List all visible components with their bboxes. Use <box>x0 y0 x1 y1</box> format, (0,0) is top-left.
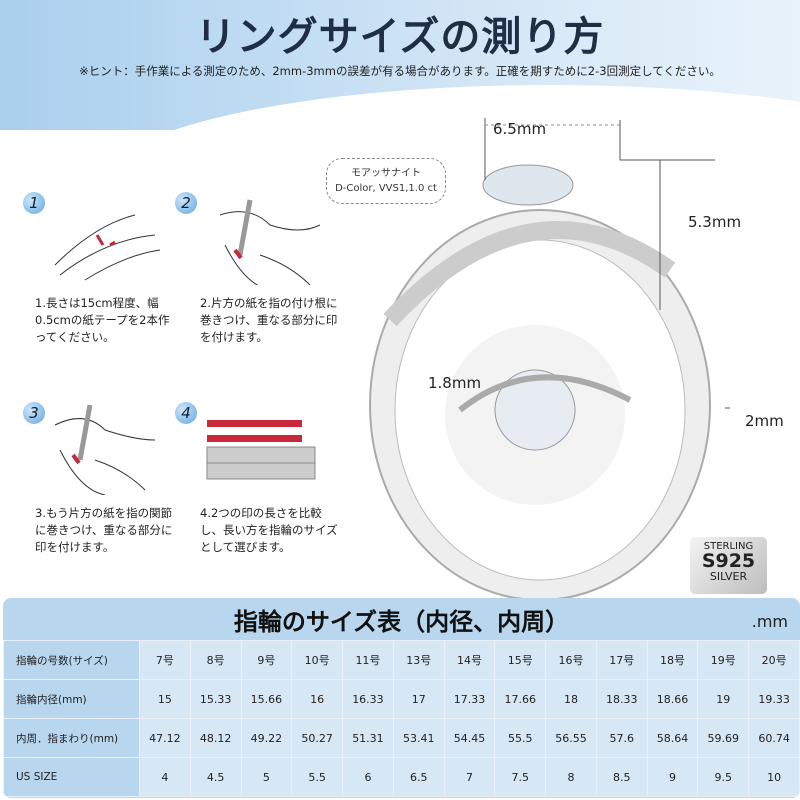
step-text: 3.もう片方の紙を指の関節に巻きつけ、重なる部分に印を付けます。 <box>35 506 173 554</box>
table-cell: 18号 <box>646 640 699 680</box>
table-cell: 14号 <box>443 640 496 680</box>
row-label: 内周．指まわり(mm) <box>3 718 140 758</box>
ruler-and-tapes-icon <box>206 420 316 480</box>
table-cell: 9 <box>646 757 699 797</box>
table-cell: 59.69 <box>697 718 750 758</box>
band-width-label: 2mm <box>745 412 784 430</box>
table-cell: 56.55 <box>545 718 597 758</box>
table-cell: 15号 <box>494 640 547 680</box>
table-cell: 15.66 <box>240 679 293 719</box>
hand-icon <box>219 199 321 285</box>
step-text: 4.2つの印の長さを比較し、長い方を指輪のサイズとして選びます。 <box>200 506 338 554</box>
stone-info-box: モアッサナイト D-Color, VVS1,1.0 ct <box>326 158 446 204</box>
table-row: 指輪内径(mm) 15 15.33 15.66 16 16.33 17 17.33 17.66 1… <box>3 679 800 719</box>
step-text: 1.長さは15cm程度、幅0.5cmの紙テープを2本作ってください。 <box>35 296 170 344</box>
size-chart-title: 指輪のサイズ表（内径、内周） <box>233 608 570 636</box>
step-text: 2.片方の紙を指の付け根に巻きつけ、重なる部分に印を付けます。 <box>200 296 338 344</box>
table-cell: 6.5 <box>392 757 445 797</box>
table-cell: 17 <box>392 679 445 719</box>
row-label: 指輪内径(mm) <box>3 679 140 719</box>
badge-line1: STERLING <box>703 541 754 552</box>
table-cell: 50.27 <box>291 718 344 758</box>
table-cell: 19 <box>697 679 750 719</box>
table-cell: 53.41 <box>392 718 445 758</box>
table-cell: 20号 <box>748 640 800 680</box>
table-cell: 17.66 <box>494 679 547 719</box>
table-row: 内周．指まわり(mm) 47.12 48.12 49.22 50.27 51.31 53.4… <box>3 718 800 758</box>
table-row: US SIZE 4 4.5 5 5.5 6 6.5 7 7.5 8 8.5 9 9.5 10 <box>3 757 800 797</box>
table-cell: 17号 <box>595 640 648 680</box>
table-cell: 48.12 <box>189 718 242 758</box>
table-cell: 18 <box>545 679 597 719</box>
ring-image <box>369 118 730 600</box>
table-cell: 5 <box>240 757 293 797</box>
table-cell: 47.12 <box>139 718 191 758</box>
table-cell: 13号 <box>392 640 445 680</box>
table-cell: 11号 <box>342 640 394 680</box>
s925-badge: STERLING S925 SILVER <box>690 537 767 594</box>
hand-icon <box>54 214 161 281</box>
step-number: 2 <box>175 192 197 214</box>
table-cell: 51.31 <box>342 718 394 758</box>
table-cell: 15.33 <box>189 679 242 719</box>
table-cell: 7号 <box>139 640 191 680</box>
table-cell: 57.6 <box>595 718 648 758</box>
table-cell: 15 <box>139 679 191 719</box>
stone-spec: D-Color, VVS1,1.0 ct <box>335 183 437 194</box>
table-cell: 19.33 <box>748 679 800 719</box>
hand-icon <box>54 405 156 495</box>
badge-line2: S925 <box>701 550 756 572</box>
table-cell: 9.5 <box>697 757 750 797</box>
page-title: リングサイズの測り方 <box>195 14 605 60</box>
table-cell: 60.74 <box>748 718 800 758</box>
table-cell: 10号 <box>291 640 344 680</box>
badge-line3: SILVER <box>709 570 748 583</box>
hint-text: ※ヒント：手作業による測定のため、2mm-3mmの誤差が有る場合があります。正確… <box>79 64 721 78</box>
table-cell: 7.5 <box>494 757 547 797</box>
table-row: 指輪の号数(サイズ) 7号 8号 9号 10号 11号 13号 14号 15号 16号 17号 18号… <box>3 640 800 680</box>
table-cell: 8 <box>545 757 597 797</box>
table-cell: 4.5 <box>189 757 242 797</box>
table-cell: 49.22 <box>240 718 293 758</box>
table-cell: 10 <box>748 757 800 797</box>
size-chart: 指輪のサイズ表（内径、内周） .mm 指輪の号数(サイズ) 7号 8号 9号 10号 11… <box>3 598 800 798</box>
table-cell: 16号 <box>545 640 597 680</box>
side-width-label: 1.8mm <box>428 374 482 392</box>
table-cell: 5.5 <box>291 757 344 797</box>
table-cell: 7 <box>443 757 496 797</box>
table-cell: 6 <box>342 757 394 797</box>
step-number: 1 <box>23 192 45 214</box>
table-cell: 4 <box>139 757 191 797</box>
table-cell: 58.64 <box>646 718 699 758</box>
stone-height-label: 5.3mm <box>688 213 742 231</box>
size-chart-unit: .mm <box>751 612 788 631</box>
step-number: 3 <box>23 402 45 424</box>
row-label: US SIZE <box>3 757 140 797</box>
table-cell: 16 <box>291 679 344 719</box>
table-cell: 54.45 <box>443 718 496 758</box>
table-cell: 17.33 <box>443 679 496 719</box>
table-cell: 9号 <box>240 640 293 680</box>
table-cell: 16.33 <box>342 679 394 719</box>
size-table: 指輪の号数(サイズ) 7号 8号 9号 10号 11号 13号 14号 15号 16号 17号 18号… <box>3 640 800 797</box>
step-number: 4 <box>175 402 197 424</box>
table-cell: 18.33 <box>595 679 648 719</box>
table-cell: 8号 <box>189 640 242 680</box>
stone-width-label: 6.5mm <box>493 120 547 138</box>
header-banner: リングサイズの測り方 ※ヒント：手作業による測定のため、2mm-3mmの誤差が有… <box>0 0 800 285</box>
table-cell: 8.5 <box>595 757 648 797</box>
stone-name: モアッサナイト <box>351 168 421 179</box>
table-cell: 18.66 <box>646 679 699 719</box>
row-label: 指輪の号数(サイズ) <box>3 640 140 680</box>
table-cell: 55.5 <box>494 718 547 758</box>
table-cell: 19号 <box>697 640 750 680</box>
